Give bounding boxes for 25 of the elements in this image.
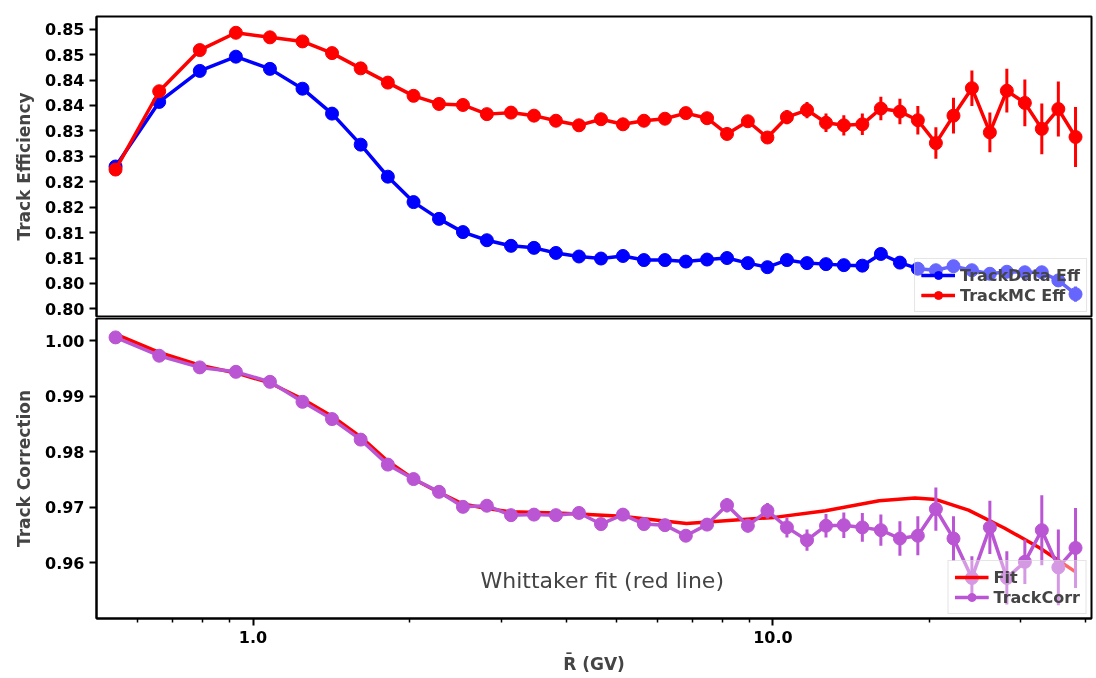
y-tick-label: 0.83 bbox=[45, 121, 85, 141]
y-tick-label: 0.84 bbox=[45, 71, 85, 91]
x-axis-title: R̄ (GV) bbox=[563, 652, 625, 674]
y-tick-label: 1.00 bbox=[45, 331, 85, 351]
y-tick-label: 0.82 bbox=[45, 198, 85, 218]
legend-label: TrackCorr bbox=[993, 587, 1080, 607]
y-tick-label: 0.81 bbox=[45, 223, 85, 243]
y-tick-label: 0.83 bbox=[45, 147, 85, 167]
y-tick-label: 0.98 bbox=[45, 442, 85, 462]
y-tick-label: 0.85 bbox=[45, 45, 85, 65]
y-tick-label: 0.80 bbox=[45, 274, 85, 294]
y-tick-label: 0.96 bbox=[45, 553, 85, 573]
y-tick-label: 0.80 bbox=[45, 299, 85, 319]
y-tick-label: 0.99 bbox=[45, 387, 85, 407]
y-axis-title: Track Correction bbox=[14, 389, 35, 548]
y-axis-title: Track Efficiency bbox=[14, 92, 35, 241]
y-tick-label: 0.85 bbox=[45, 20, 85, 40]
x-tick-label: 10.0 bbox=[753, 627, 793, 647]
x-tick-label: 1.0 bbox=[238, 627, 268, 647]
legend-label: TrackMC Eff bbox=[960, 285, 1066, 305]
y-tick-label: 0.82 bbox=[45, 172, 85, 192]
annotation: Whittaker fit (red line) bbox=[480, 568, 724, 593]
y-tick-label: 0.81 bbox=[45, 249, 85, 269]
y-tick-label: 0.84 bbox=[45, 96, 85, 116]
y-tick-label: 0.97 bbox=[45, 498, 85, 518]
